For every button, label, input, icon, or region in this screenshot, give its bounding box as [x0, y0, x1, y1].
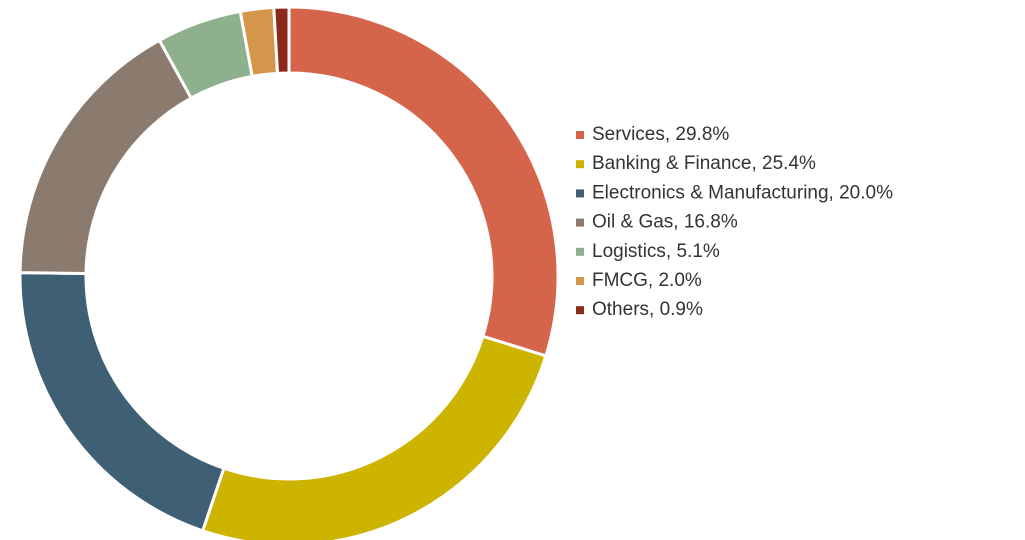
legend-marker	[576, 189, 584, 198]
legend-label: FMCG, 2.0%	[592, 270, 702, 291]
legend-marker	[576, 218, 584, 227]
legend-marker	[576, 131, 584, 139]
legend-label: Services, 29.8%	[592, 124, 729, 145]
legend-marker	[576, 247, 584, 256]
donut-segment	[18, 38, 193, 275]
donut-segment	[201, 334, 548, 540]
legend-label: Others, 0.9%	[592, 299, 703, 320]
legend-label: Banking & Finance, 25.4%	[592, 153, 816, 174]
legend-marker	[576, 160, 584, 169]
legend-label: Electronics & Manufacturing, 20.0%	[592, 182, 893, 203]
legend-marker	[576, 277, 584, 285]
legend-marker	[576, 306, 584, 315]
donut-segment	[272, 5, 291, 75]
donut-segment	[287, 5, 560, 358]
legend-label: Oil & Gas, 16.8%	[592, 212, 738, 233]
donut-segment	[18, 271, 226, 533]
legend-label: Logistics, 5.1%	[592, 241, 720, 262]
